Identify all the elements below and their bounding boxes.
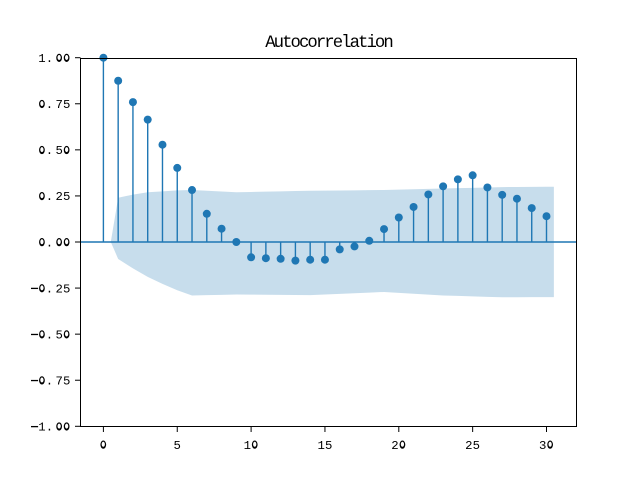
svg-text:.: .	[46, 375, 53, 389]
svg-text:1: 1	[38, 421, 45, 435]
svg-text:5: 5	[63, 190, 70, 204]
svg-text:5: 5	[56, 144, 63, 158]
svg-text:.: .	[46, 236, 53, 250]
svg-text:7: 7	[56, 375, 63, 389]
svg-text:1: 1	[317, 439, 324, 453]
svg-text:.: .	[46, 190, 53, 204]
svg-text:1: 1	[244, 439, 251, 453]
svg-text:.: .	[46, 144, 53, 158]
svg-text:5: 5	[56, 328, 63, 342]
svg-text:7: 7	[56, 98, 63, 112]
svg-text:2: 2	[56, 190, 63, 204]
svg-text:5: 5	[63, 282, 70, 296]
svg-text:5: 5	[63, 375, 70, 389]
svg-text:5: 5	[174, 439, 181, 453]
svg-text:5: 5	[63, 98, 70, 112]
svg-text:.: .	[46, 52, 53, 66]
svg-text:2: 2	[391, 439, 398, 453]
svg-text:2: 2	[465, 439, 472, 453]
svg-text:Autocorrelation: Autocorrelation	[265, 34, 392, 53]
svg-text:.: .	[46, 98, 53, 112]
svg-text:5: 5	[325, 439, 332, 453]
svg-text:5: 5	[473, 439, 480, 453]
svg-text:.: .	[46, 421, 53, 435]
svg-text:.: .	[46, 282, 53, 296]
svg-text:.: .	[46, 328, 53, 342]
svg-text:1: 1	[38, 52, 45, 66]
svg-text:2: 2	[56, 282, 63, 296]
svg-text:3: 3	[539, 439, 546, 453]
